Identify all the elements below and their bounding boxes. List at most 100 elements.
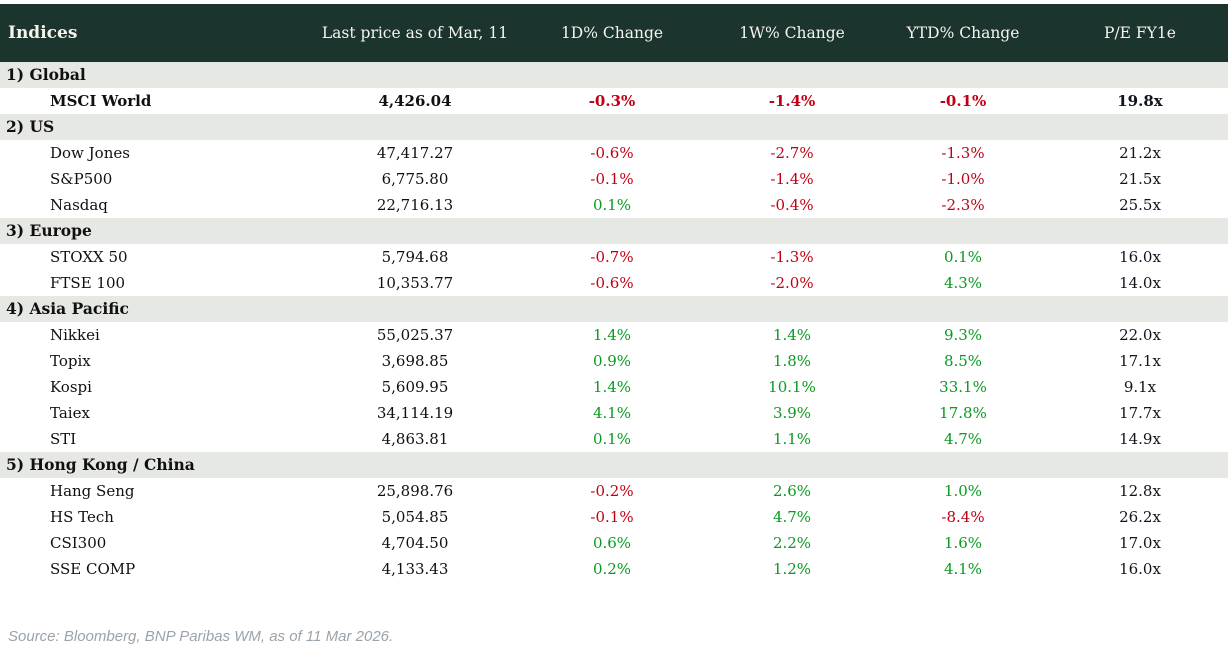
index-name-cell: Topix [50,352,91,370]
index-row: SSE COMP 4,133.43 0.2% 1.2% 4.1% 16.0x [0,556,1228,582]
last-price-cell: 4,704.50 [381,534,449,552]
section-row: 2) US [0,114,1228,140]
last-price-cell: 25,898.76 [376,482,454,500]
column-header-1w-change: 1W% Change [739,24,845,42]
change-1d-cell: 1.4% [592,326,632,344]
change-ytd-cell: -1.0% [941,170,985,188]
last-price-cell: 4,863.81 [381,430,449,448]
column-header-last-price: Last price as of Mar, 11 [321,24,509,42]
index-name-cell: STOXX 50 [50,248,128,266]
index-row: Hang Seng 25,898.76 -0.2% 2.6% 1.0% 12.8x [0,478,1228,504]
index-row: Topix 3,698.85 0.9% 1.8% 8.5% 17.1x [0,348,1228,374]
indices-table: Indices Last price as of Mar, 11 1D% Cha… [0,4,1228,582]
index-name-cell: FTSE 100 [50,274,126,292]
change-1w-cell: 1.1% [772,430,812,448]
change-1d-cell: -0.6% [590,144,634,162]
last-price-cell: 47,417.27 [376,144,454,162]
change-1d-cell: 1.4% [592,378,632,396]
change-1w-cell: 4.7% [772,508,812,526]
change-ytd-cell: -8.4% [941,508,985,526]
pe-cell: 21.2x [1119,144,1161,162]
pe-cell: 17.0x [1119,534,1161,552]
index-name-cell: Taiex [50,404,90,422]
pe-cell: 17.1x [1119,352,1161,370]
change-ytd-cell: 4.7% [943,430,983,448]
table-body: 1) Global MSCI World 4,426.04 -0.3% -1.4% -0.… [0,62,1228,582]
index-name-cell: MSCI World [50,92,152,110]
table-title: Indices [8,23,78,43]
change-1d-cell: 0.6% [592,534,632,552]
index-name-cell: Nikkei [50,326,100,344]
index-name-cell: Nasdaq [50,196,108,214]
pe-cell: 22.0x [1119,326,1161,344]
last-price-cell: 5,609.95 [381,378,449,396]
change-1w-cell: 1.2% [772,560,812,578]
index-row: Dow Jones 47,417.27 -0.6% -2.7% -1.3% 21.2x [0,140,1228,166]
index-name-cell: HS Tech [50,508,114,526]
change-ytd-cell: 1.6% [943,534,983,552]
change-1w-cell: 1.4% [772,326,812,344]
last-price-cell: 5,054.85 [381,508,449,526]
pe-cell: 25.5x [1119,196,1161,214]
section-row: 5) Hong Kong / China [0,452,1228,478]
section-row: 4) Asia Pacific [0,296,1228,322]
index-name-cell: S&P500 [50,170,113,188]
change-ytd-cell: 4.1% [943,560,983,578]
change-1w-cell: 1.8% [772,352,812,370]
change-1w-cell: 10.1% [768,378,816,396]
pe-cell: 19.8x [1117,92,1163,110]
last-price-cell: 10,353.77 [376,274,454,292]
change-1w-cell: 2.6% [772,482,812,500]
index-name-cell: Kospi [50,378,92,396]
change-ytd-cell: 0.1% [943,248,983,266]
change-1w-cell: -1.4% [770,170,814,188]
pe-cell: 14.9x [1119,430,1161,448]
index-name-cell: STI [50,430,77,448]
change-1w-cell: -2.0% [770,274,814,292]
change-1w-cell: 2.2% [772,534,812,552]
pe-cell: 14.0x [1119,274,1161,292]
index-row: STOXX 50 5,794.68 -0.7% -1.3% 0.1% 16.0x [0,244,1228,270]
change-1d-cell: 0.2% [592,560,632,578]
column-header-ytd-change: YTD% Change [906,24,1020,42]
change-ytd-cell: 33.1% [939,378,987,396]
change-ytd-cell: -0.1% [939,92,987,110]
last-price-cell: 4,133.43 [381,560,449,578]
last-price-cell: 34,114.19 [376,404,454,422]
change-1w-cell: -2.7% [770,144,814,162]
pe-cell: 9.1x [1123,378,1157,396]
index-row: Nikkei 55,025.37 1.4% 1.4% 9.3% 22.0x [0,322,1228,348]
change-1d-cell: -0.6% [590,274,634,292]
change-1d-cell: -0.3% [588,92,636,110]
pe-cell: 16.0x [1119,560,1161,578]
index-row: HS Tech 5,054.85 -0.1% 4.7% -8.4% 26.2x [0,504,1228,530]
index-name-cell: Hang Seng [50,482,135,500]
pe-cell: 17.7x [1119,404,1161,422]
index-row: S&P500 6,775.80 -0.1% -1.4% -1.0% 21.5x [0,166,1228,192]
last-price-cell: 22,716.13 [376,196,454,214]
change-ytd-cell: -2.3% [941,196,985,214]
index-row: Taiex 34,114.19 4.1% 3.9% 17.8% 17.7x [0,400,1228,426]
index-name-cell: SSE COMP [50,560,136,578]
change-1d-cell: 0.1% [592,196,632,214]
change-ytd-cell: 8.5% [943,352,983,370]
index-row: MSCI World 4,426.04 -0.3% -1.4% -0.1% 19.8x [0,88,1228,114]
pe-cell: 12.8x [1119,482,1161,500]
last-price-cell: 4,426.04 [378,92,452,110]
change-1d-cell: 4.1% [592,404,632,422]
change-1d-cell: -0.7% [590,248,634,266]
change-1d-cell: -0.2% [590,482,634,500]
section-row: 3) Europe [0,218,1228,244]
change-1d-cell: 0.1% [592,430,632,448]
last-price-cell: 55,025.37 [376,326,454,344]
pe-cell: 26.2x [1119,508,1161,526]
index-row: STI 4,863.81 0.1% 1.1% 4.7% 14.9x [0,426,1228,452]
column-header-1d-change: 1D% Change [560,24,664,42]
index-row: Nasdaq 22,716.13 0.1% -0.4% -2.3% 25.5x [0,192,1228,218]
change-ytd-cell: -1.3% [941,144,985,162]
change-1d-cell: 0.9% [592,352,632,370]
index-row: CSI300 4,704.50 0.6% 2.2% 1.6% 17.0x [0,530,1228,556]
change-1w-cell: -1.4% [768,92,816,110]
index-name-cell: CSI300 [50,534,107,552]
